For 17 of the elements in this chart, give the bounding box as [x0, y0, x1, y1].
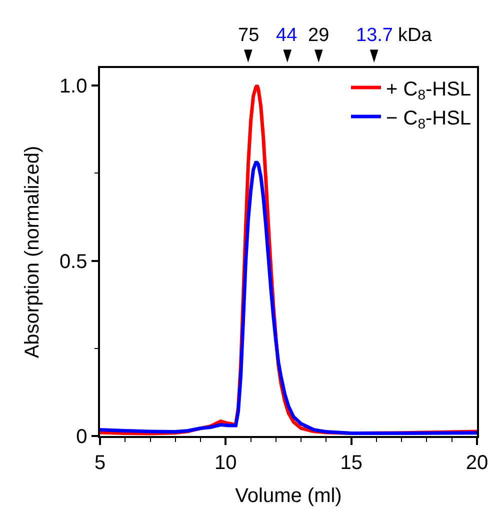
y-tick-label: 1.0 [59, 76, 88, 98]
text: 13.7 [356, 25, 393, 46]
legend-label: + C$_{8}$-HSL [386, 78, 472, 102]
line-series [100, 160, 477, 435]
x-tick-label: 20 [466, 452, 488, 474]
y-tick-label: 0.5 [59, 250, 88, 273]
text: 29 [308, 25, 330, 46]
text: 44 [276, 25, 298, 46]
x-tick-label: 10 [214, 452, 237, 474]
legend-label: − C$_{8}$-HSL [386, 107, 472, 132]
text: 75 [238, 25, 260, 46]
x-tick-label: 5 [94, 452, 106, 474]
text: kDa [398, 25, 432, 46]
x-axis-title: Volume (ml) [235, 484, 342, 507]
y-tick-label: 0 [76, 426, 88, 448]
y-axis-title: Absorption (normalized) [21, 146, 44, 358]
x-tick-label: 15 [340, 452, 362, 474]
